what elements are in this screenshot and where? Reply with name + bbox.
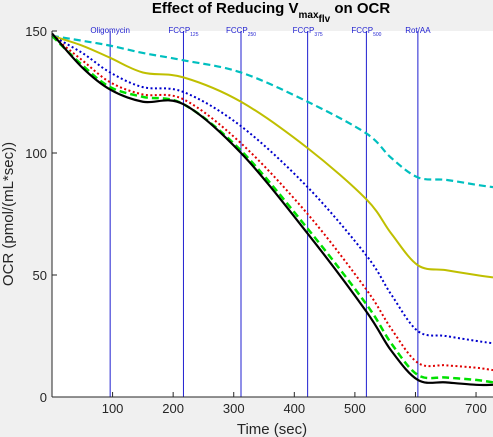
- y-axis-label: OCR (pmol/(mL*sec)): [0, 142, 17, 286]
- series-line-4: [51, 34, 493, 384]
- series-line-3: [51, 35, 493, 372]
- x-tick-label-1: 200: [162, 401, 184, 416]
- series-layer: [51, 32, 493, 387]
- chart-title: Effect of Reducing Vmaxflv on OCR: [152, 0, 391, 25]
- x-axis-label: Time (sec): [237, 421, 307, 437]
- series-line-5: [51, 32, 493, 387]
- x-tick-label-5: 600: [405, 401, 427, 416]
- x-tick-label-2: 300: [223, 401, 245, 416]
- x-tick-label-6: 700: [465, 401, 487, 416]
- y-tick-label-3: 150: [25, 24, 47, 39]
- event-label-4: FCCP500: [351, 26, 381, 38]
- axes-layer: 100 200 300 400 500 600 700 0 50 100 150: [25, 24, 493, 416]
- x-tick-label-0: 100: [102, 401, 124, 416]
- event-label-5: Rot/AA: [405, 26, 431, 35]
- event-label-1: FCCP125: [168, 26, 198, 38]
- series-line-2: [51, 35, 493, 345]
- series-line-1: [51, 34, 493, 279]
- x-tick-label-4: 500: [344, 401, 366, 416]
- y-tick-label-2: 100: [25, 146, 47, 161]
- event-label-0: Oligomycin: [90, 26, 130, 35]
- x-tick-label-3: 400: [283, 401, 305, 416]
- event-label-3: FCCP375: [293, 26, 323, 38]
- series-line-0: [51, 34, 493, 189]
- event-label-2: FCCP250: [226, 26, 256, 38]
- y-tick-label-1: 50: [33, 268, 47, 283]
- y-tick-label-0: 0: [40, 390, 47, 405]
